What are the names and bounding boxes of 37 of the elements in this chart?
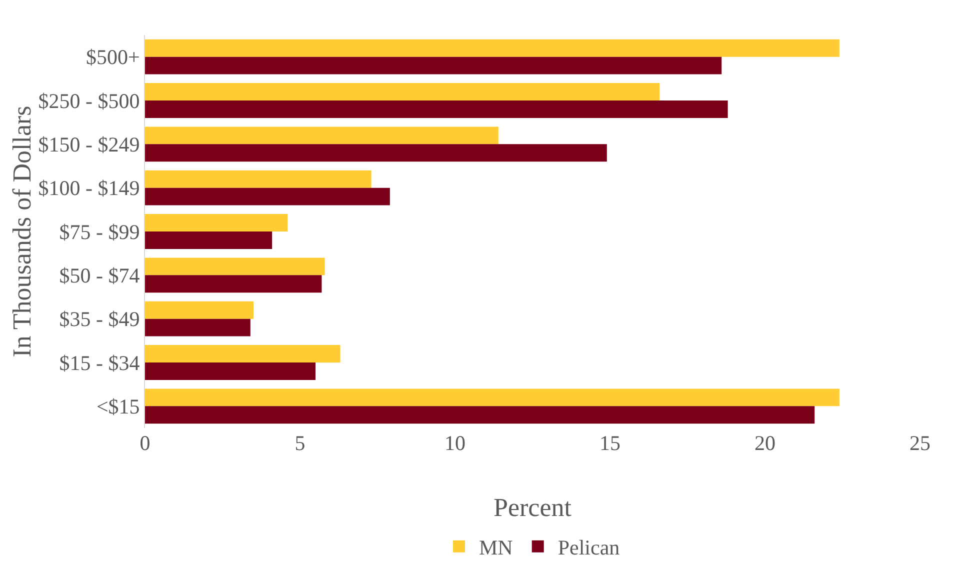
bar [145, 170, 372, 188]
bar [145, 362, 316, 380]
y-tick-label: $500+ [86, 45, 140, 70]
y-axis-title: In Thousands of Dollars [7, 106, 36, 358]
y-tick-label: <$15 [96, 394, 140, 419]
x-tick-label: 15 [600, 431, 620, 455]
bar [145, 318, 250, 336]
bar [145, 100, 728, 118]
y-tick-label: $15 - $34 [59, 350, 140, 375]
bar [145, 214, 288, 232]
bar [145, 56, 722, 74]
x-tick-label: 10 [444, 431, 466, 455]
bar [145, 406, 815, 424]
x-tick-label: 5 [294, 431, 306, 455]
x-axis-title: Percent [494, 493, 572, 522]
x-tick-label: 20 [754, 431, 776, 455]
bar [145, 301, 254, 319]
y-tick-label: $35 - $49 [59, 307, 140, 332]
x-tick-label: 25 [910, 431, 930, 455]
bar [145, 83, 660, 100]
bar [145, 232, 272, 249]
bar [145, 275, 322, 293]
bar [145, 188, 390, 206]
bar [145, 126, 498, 144]
y-tick-label: $100 - $149 [38, 176, 140, 200]
bar [145, 144, 607, 162]
y-tick-label: $150 - $249 [38, 132, 140, 157]
legend-label: Pelican [558, 536, 620, 560]
bar [145, 388, 840, 406]
x-tick-label: 0 [140, 431, 150, 455]
y-tick-label: $75 - $99 [59, 220, 140, 244]
y-tick-label: $50 - $74 [59, 264, 140, 288]
y-tick-label: $250 - $500 [38, 88, 140, 113]
bar [145, 39, 840, 57]
legend-label: MN [479, 536, 513, 560]
bar [145, 258, 325, 276]
bar [145, 345, 340, 362]
